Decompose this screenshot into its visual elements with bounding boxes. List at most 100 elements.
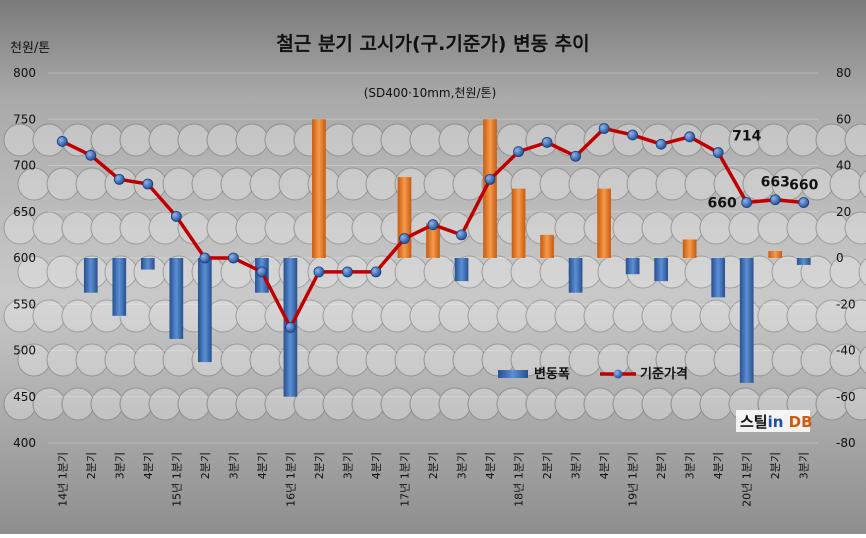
price-point	[798, 197, 810, 208]
price-point	[541, 136, 553, 148]
rebar-end	[191, 167, 225, 201]
right-tick-label: -60	[836, 390, 856, 404]
price-point	[570, 150, 581, 162]
bar	[112, 258, 127, 316]
rebar-end	[583, 299, 617, 333]
rebar-end	[249, 167, 283, 201]
price-data-label: 663	[761, 175, 790, 191]
rebar-end	[583, 387, 617, 421]
left-tick-label: 600	[13, 251, 36, 265]
x-tick-label: 4분기	[370, 452, 383, 479]
rebar-end	[264, 211, 298, 245]
bar	[682, 239, 697, 258]
right-tick-label: 40	[836, 159, 851, 173]
rebar-end	[467, 387, 501, 421]
rebar-end	[177, 123, 211, 157]
rebar-end	[829, 343, 863, 377]
right-tick-label: 80	[836, 66, 851, 80]
bar	[540, 234, 554, 258]
right-tick-label: -20	[836, 297, 856, 311]
x-tick-label: 17년 1분기	[398, 452, 411, 507]
rebar-end	[322, 123, 356, 157]
rebar-end	[148, 387, 182, 421]
rebar-end	[322, 211, 356, 245]
price-point	[256, 266, 268, 278]
rebar-end	[539, 255, 573, 289]
bar	[768, 251, 783, 258]
rebar-end	[206, 211, 240, 245]
rebar-end	[32, 299, 66, 333]
bar	[511, 188, 526, 258]
price-point	[285, 321, 296, 333]
price-point	[655, 138, 667, 150]
price-point	[598, 123, 610, 134]
rebar-end	[380, 123, 414, 157]
rebar-end	[438, 123, 472, 157]
rebar-end	[728, 123, 762, 157]
watermark-logo: 스틸in DB	[736, 410, 813, 432]
rebar-end	[104, 343, 138, 377]
legend-label-line: 기준가격	[640, 367, 688, 382]
rebar-end	[525, 299, 559, 333]
rebar-end	[641, 211, 675, 245]
bar	[568, 258, 583, 293]
left-tick-label: 650	[13, 205, 36, 219]
price-point	[85, 149, 97, 161]
x-tick-label: 3분기	[227, 452, 240, 479]
legend-swatch-marker	[613, 369, 623, 379]
rebar-end	[800, 343, 834, 377]
bar	[198, 258, 212, 363]
bar	[454, 258, 469, 282]
rebar-end	[351, 211, 385, 245]
rebar-end	[757, 123, 791, 157]
price-point	[627, 129, 639, 141]
rebar-end	[162, 343, 196, 377]
right-tick-label: -80	[836, 436, 856, 450]
rebar-end	[423, 167, 457, 201]
rebar-end	[235, 211, 269, 245]
rebar-end	[858, 346, 866, 374]
rebar-end	[365, 167, 399, 201]
rebar-end	[75, 167, 109, 201]
x-tick-label: 4분기	[712, 452, 725, 479]
right-tick-label: 20	[836, 205, 851, 219]
bar	[796, 258, 811, 265]
rebar-end	[626, 167, 660, 201]
rebar-end	[409, 387, 443, 421]
price-point	[684, 131, 696, 143]
rebar-end	[90, 211, 124, 245]
rebar-end	[641, 387, 675, 421]
rebar-end	[162, 167, 196, 201]
rebar-end	[554, 387, 588, 421]
rebar-end	[46, 343, 80, 377]
rebar-end	[307, 343, 341, 377]
x-tick-label: 3분기	[113, 452, 126, 479]
rebar-end	[786, 123, 820, 157]
price-point	[370, 266, 382, 278]
rebar-end	[713, 167, 747, 201]
rebar-end	[3, 299, 37, 333]
rebar-end	[322, 299, 356, 333]
x-tick-label: 2분기	[541, 452, 554, 479]
x-tick-label: 4분기	[256, 452, 269, 479]
x-tick-label: 3분기	[570, 452, 583, 479]
rebar-end	[380, 299, 414, 333]
left-tick-label: 700	[13, 159, 36, 173]
rebar-end	[597, 255, 631, 289]
rebar-end	[32, 211, 66, 245]
rebar-end	[771, 255, 805, 289]
rebar-end	[829, 167, 863, 201]
x-tick-label: 3분기	[798, 452, 811, 479]
rebar-end	[32, 387, 66, 421]
rebar-end	[670, 299, 704, 333]
price-point	[484, 173, 496, 185]
rebar-end	[409, 123, 443, 157]
rebar-end	[655, 167, 689, 201]
rebar-end	[235, 123, 269, 157]
rebar-end	[496, 387, 530, 421]
x-tick-label: 2분기	[313, 452, 326, 479]
rebar-end	[786, 211, 820, 245]
price-point	[227, 252, 239, 264]
